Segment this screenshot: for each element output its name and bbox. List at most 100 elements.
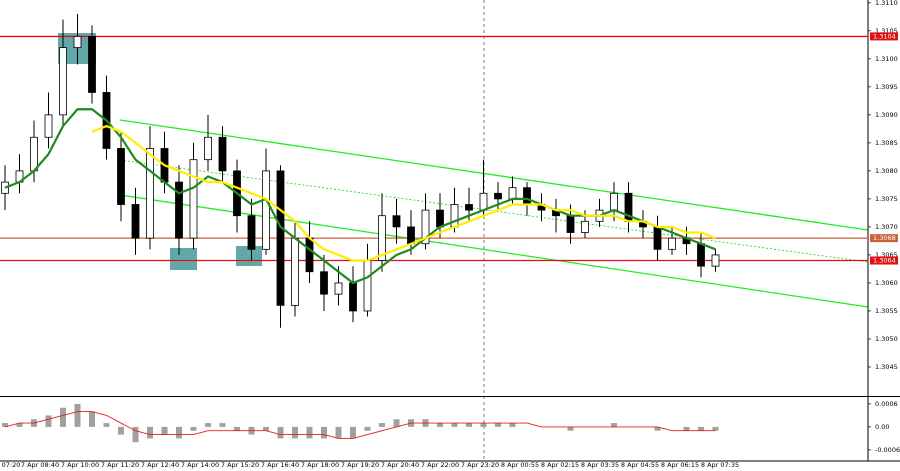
histogram-bar	[45, 415, 52, 427]
candle-body	[610, 192, 618, 211]
candle-body	[421, 209, 430, 245]
x-tick-label: 8 Apr 07:35	[701, 461, 739, 469]
x-tick-label: 7 Apr 15:20	[221, 461, 259, 469]
histogram-bar	[437, 423, 443, 427]
histogram-bar	[190, 426, 197, 431]
histogram-bar	[161, 426, 168, 435]
candle-body	[508, 187, 517, 200]
y-tick-label: 1.3065	[875, 251, 898, 259]
candle-body	[247, 215, 256, 250]
channel-line	[119, 194, 869, 308]
y-tick-label: 1.3085	[875, 139, 898, 147]
histogram-bar	[2, 423, 8, 427]
x-tick-label: 8 Apr 00:55	[501, 461, 539, 469]
histogram-bar	[60, 407, 66, 427]
x-tick-label: 7 Apr 18:00	[301, 461, 339, 469]
x-tick-label: 7 Apr 08:40	[21, 461, 59, 469]
histogram-bar	[292, 426, 298, 439]
x-tick-label: 7 Apr 14:00	[181, 461, 219, 469]
candle-body	[450, 204, 459, 228]
candle-body	[436, 209, 444, 228]
x-tick-label: 8 Apr 02:15	[541, 461, 579, 469]
y-tick-label: 1.3105	[875, 27, 898, 35]
y-tick-label: 1.3110	[875, 0, 898, 7]
candle-body	[711, 254, 720, 267]
candle-body	[276, 170, 285, 306]
y-tick-label: 1.3050	[875, 335, 898, 343]
candle-body	[494, 192, 502, 200]
histogram-bar	[364, 426, 371, 431]
level-label: 1.3104	[873, 32, 896, 40]
y-tick-label: -0.0006	[875, 446, 900, 454]
y-tick-label: 0.00	[875, 423, 889, 431]
histogram-bar	[132, 426, 139, 443]
histogram-bar	[263, 426, 269, 431]
y-tick-label: 1.3080	[875, 167, 898, 175]
candle-body	[305, 237, 314, 273]
y-tick-label: 1.3075	[875, 195, 898, 203]
histogram-bar	[350, 426, 356, 439]
x-tick-label: 7 Apr 19:20	[341, 461, 379, 469]
candle-body	[73, 36, 82, 49]
candle-body	[334, 282, 343, 295]
candle-body	[88, 36, 96, 93]
histogram-bar	[147, 426, 153, 439]
candle-body	[653, 226, 662, 250]
candle-body	[218, 136, 227, 172]
histogram-bar	[451, 423, 458, 427]
histogram-bar	[712, 426, 719, 431]
histogram-bar	[89, 411, 95, 427]
y-tick-label: 1.3100	[875, 55, 898, 63]
candle-body	[392, 215, 401, 228]
histogram-bar	[698, 426, 704, 431]
candle-body	[175, 181, 183, 239]
histogram-bar	[509, 423, 516, 427]
histogram-bar	[205, 423, 211, 427]
candle-body	[581, 220, 589, 233]
level-label-box	[870, 256, 898, 265]
histogram-bar	[654, 426, 661, 431]
candle-body	[30, 136, 38, 172]
histogram-bar	[393, 419, 400, 427]
candle-body	[146, 148, 154, 239]
histogram-bar	[118, 426, 124, 435]
histogram-bar	[567, 426, 574, 431]
x-tick-label: 7 Apr 20:40	[381, 461, 419, 469]
histogram-bar	[234, 426, 240, 431]
y-tick-label: 1.3060	[875, 279, 898, 287]
x-tick-label: 7 Apr 16:40	[261, 461, 299, 469]
channel-line	[119, 119, 869, 231]
candle-body	[363, 260, 372, 312]
histogram-bar	[306, 426, 313, 439]
candle-body	[697, 243, 705, 267]
x-tick-label: 7 Apr 10:00	[61, 461, 99, 469]
candle-body	[349, 282, 357, 312]
y-tick-label: 0.0006	[875, 400, 898, 408]
histogram-bar	[466, 423, 472, 427]
candle-body	[204, 136, 212, 161]
candle-body	[378, 215, 386, 261]
histogram-bar	[176, 426, 182, 439]
moving-average	[91, 124, 716, 262]
x-tick-label: 8 Apr 03:35	[581, 461, 619, 469]
x-tick-label: 8 Apr 06:15	[661, 461, 699, 469]
histogram-bar	[16, 423, 23, 427]
candle-body	[117, 148, 125, 205]
x-tick-label: 7 Apr 23:20	[461, 461, 499, 469]
candle-body	[465, 204, 473, 211]
candle-body	[407, 226, 415, 245]
x-tick-label: 7 Apr 11:20	[101, 461, 139, 469]
candle-body	[291, 237, 299, 306]
y-tick-label: 1.3095	[875, 83, 898, 91]
candle-body	[479, 192, 488, 211]
candle-body	[59, 47, 67, 116]
x-tick-label: 7 Apr 22:00	[421, 461, 459, 469]
histogram-bar	[103, 423, 110, 427]
histogram-bar	[480, 423, 487, 427]
highlight-box	[170, 248, 197, 270]
level-label-box	[870, 32, 898, 41]
y-tick-label: 1.3055	[875, 307, 898, 315]
candle-body	[262, 170, 270, 250]
histogram-bar	[495, 423, 501, 427]
